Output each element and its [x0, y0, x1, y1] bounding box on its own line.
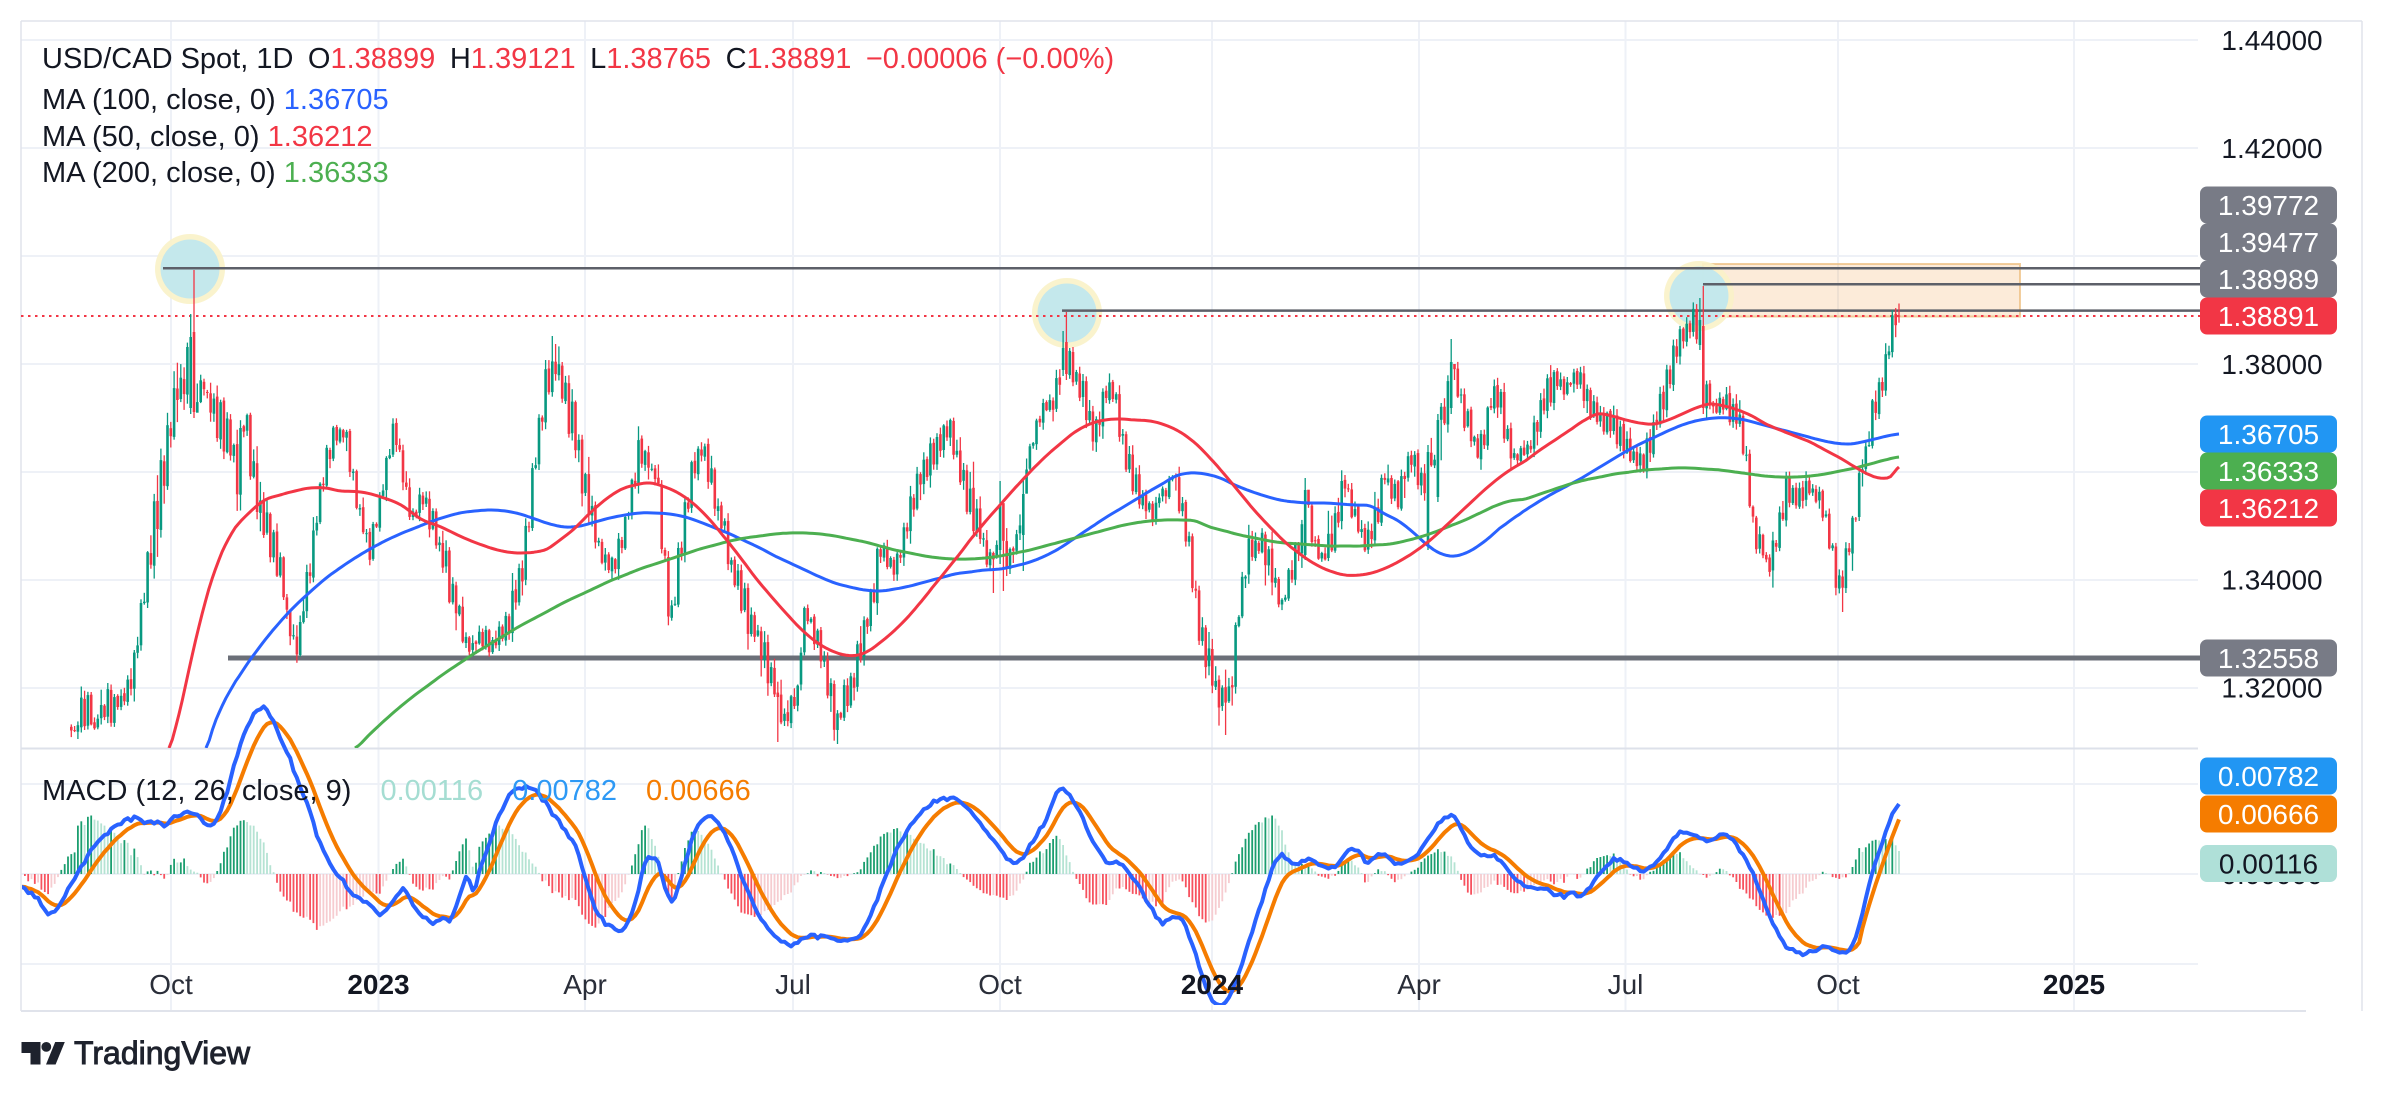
svg-text:Jul: Jul [775, 969, 811, 1000]
svg-text:Apr: Apr [563, 969, 607, 1000]
svg-text:Oct: Oct [1816, 969, 1860, 1000]
svg-text:MA (100, close, 0) 1.36705: MA (100, close, 0) 1.36705 [42, 84, 389, 116]
svg-text:MA (50, close, 0) 1.36212: MA (50, close, 0) 1.36212 [42, 121, 372, 153]
svg-text:1.38891: 1.38891 [2218, 301, 2319, 332]
svg-text:Jul: Jul [1608, 969, 1644, 1000]
svg-text:1.38000: 1.38000 [2221, 349, 2322, 380]
svg-text:1.36333: 1.36333 [2218, 456, 2319, 487]
svg-text:TradingView: TradingView [74, 1035, 251, 1071]
svg-text:1.38989: 1.38989 [2218, 264, 2319, 295]
svg-text:MACD (12, 26, close, 9) 0.001: MACD (12, 26, close, 9) 0.00116 0.00782 … [42, 775, 751, 807]
svg-text:Oct: Oct [149, 969, 193, 1000]
svg-text:USD/CAD Spot, 1D O1.38899 H1.3: USD/CAD Spot, 1D O1.38899 H1.39121 L1.38… [42, 43, 1114, 75]
svg-text:2024: 2024 [1181, 969, 1244, 1000]
svg-text:MA (200, close, 0) 1.36333: MA (200, close, 0) 1.36333 [42, 157, 389, 189]
svg-text:0.00116: 0.00116 [2219, 849, 2318, 880]
svg-text:0.00666: 0.00666 [2218, 799, 2319, 830]
svg-text:1.36705: 1.36705 [2218, 419, 2319, 450]
svg-text:1.32000: 1.32000 [2221, 673, 2322, 704]
svg-text:1.36212: 1.36212 [2218, 493, 2319, 524]
svg-text:2025: 2025 [2043, 969, 2105, 1000]
svg-text:Apr: Apr [1397, 969, 1441, 1000]
svg-text:1.44000: 1.44000 [2221, 25, 2322, 56]
svg-text:1.42000: 1.42000 [2221, 133, 2322, 164]
svg-text:1.39477: 1.39477 [2218, 227, 2319, 258]
svg-text:Oct: Oct [978, 969, 1022, 1000]
svg-text:1.39772: 1.39772 [2218, 190, 2319, 221]
svg-text:1.34000: 1.34000 [2221, 565, 2322, 596]
svg-text:1.32558: 1.32558 [2218, 643, 2319, 674]
svg-text:2023: 2023 [347, 969, 409, 1000]
svg-text:0.00782: 0.00782 [2218, 761, 2319, 792]
